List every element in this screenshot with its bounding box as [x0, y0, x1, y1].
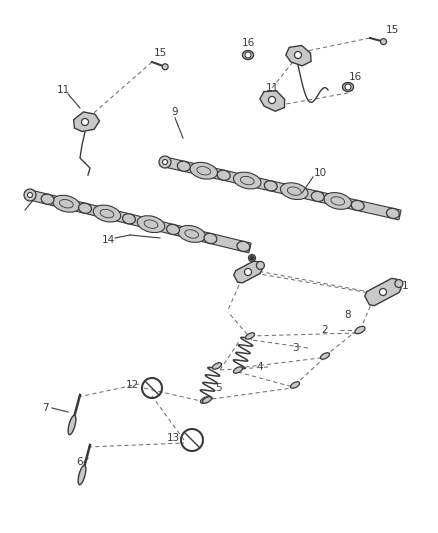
Circle shape — [256, 261, 265, 269]
Ellipse shape — [355, 326, 365, 334]
Text: 8: 8 — [345, 310, 351, 320]
Ellipse shape — [178, 225, 205, 243]
Ellipse shape — [287, 187, 301, 196]
Ellipse shape — [202, 397, 212, 403]
Ellipse shape — [331, 197, 345, 205]
Circle shape — [162, 64, 168, 70]
Circle shape — [268, 96, 276, 103]
Ellipse shape — [204, 233, 217, 244]
Ellipse shape — [123, 214, 135, 224]
Text: 14: 14 — [101, 235, 115, 245]
Ellipse shape — [290, 382, 300, 388]
Text: 3: 3 — [292, 343, 298, 353]
Ellipse shape — [93, 205, 121, 222]
Ellipse shape — [78, 203, 92, 213]
Ellipse shape — [243, 51, 254, 60]
Polygon shape — [286, 45, 311, 66]
Ellipse shape — [137, 216, 165, 232]
Text: 12: 12 — [125, 380, 138, 390]
Circle shape — [244, 269, 251, 276]
Polygon shape — [234, 261, 262, 283]
Ellipse shape — [237, 241, 250, 252]
Polygon shape — [74, 112, 99, 132]
Ellipse shape — [217, 170, 230, 180]
Circle shape — [81, 118, 88, 125]
Ellipse shape — [264, 181, 277, 191]
Ellipse shape — [280, 183, 308, 199]
Ellipse shape — [144, 220, 158, 228]
Ellipse shape — [245, 333, 254, 339]
Text: 10: 10 — [314, 168, 327, 178]
Text: 2: 2 — [321, 325, 328, 335]
Ellipse shape — [166, 224, 180, 235]
Text: 15: 15 — [385, 25, 399, 35]
Ellipse shape — [185, 230, 198, 238]
Ellipse shape — [60, 199, 73, 208]
Circle shape — [159, 156, 171, 168]
Circle shape — [395, 279, 403, 287]
Circle shape — [381, 38, 386, 45]
Ellipse shape — [190, 163, 218, 179]
Ellipse shape — [343, 83, 353, 92]
Ellipse shape — [240, 176, 254, 185]
Circle shape — [24, 189, 36, 201]
Text: 4: 4 — [257, 362, 263, 372]
Ellipse shape — [386, 208, 399, 219]
Text: 16: 16 — [348, 72, 362, 82]
Text: 15: 15 — [153, 48, 166, 58]
Polygon shape — [260, 91, 285, 111]
Ellipse shape — [324, 192, 351, 209]
Ellipse shape — [311, 191, 324, 201]
Circle shape — [250, 255, 254, 261]
Polygon shape — [164, 157, 401, 220]
Ellipse shape — [177, 161, 190, 171]
Ellipse shape — [233, 367, 243, 373]
Circle shape — [28, 192, 32, 198]
Circle shape — [162, 159, 167, 165]
Ellipse shape — [78, 465, 86, 484]
Text: 16: 16 — [241, 38, 254, 48]
Ellipse shape — [201, 397, 209, 403]
Ellipse shape — [53, 195, 80, 212]
Ellipse shape — [100, 209, 114, 218]
Circle shape — [245, 52, 251, 58]
Circle shape — [379, 288, 386, 295]
Text: 9: 9 — [172, 107, 178, 117]
Circle shape — [345, 84, 351, 90]
Ellipse shape — [212, 363, 222, 369]
Ellipse shape — [351, 200, 364, 211]
Text: 1: 1 — [402, 281, 408, 291]
Polygon shape — [29, 190, 251, 253]
Text: 11: 11 — [57, 85, 70, 95]
Ellipse shape — [68, 415, 76, 435]
Circle shape — [294, 52, 301, 59]
Text: 5: 5 — [215, 383, 221, 393]
Text: 6: 6 — [77, 457, 83, 467]
Text: 7: 7 — [42, 403, 48, 413]
Ellipse shape — [233, 172, 261, 189]
Text: 11: 11 — [265, 83, 279, 93]
Ellipse shape — [41, 194, 54, 204]
Circle shape — [248, 254, 255, 262]
Polygon shape — [365, 278, 401, 305]
Ellipse shape — [197, 166, 211, 175]
Text: 13: 13 — [166, 433, 180, 443]
Ellipse shape — [321, 353, 329, 359]
